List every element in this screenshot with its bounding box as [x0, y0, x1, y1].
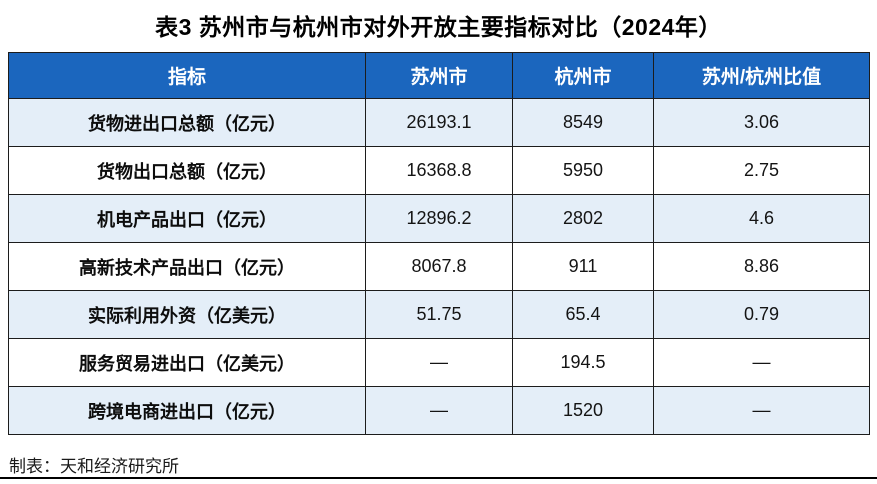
- cell-ratio: 2.75: [653, 146, 870, 195]
- cell-indicator: 机电产品出口（亿元）: [8, 194, 366, 243]
- cell-hangzhou: 65.4: [512, 290, 654, 339]
- bottom-rule: [0, 477, 877, 479]
- cell-suzhou: 8067.8: [365, 242, 513, 291]
- cell-ratio: —: [653, 338, 870, 387]
- cell-suzhou: 16368.8: [365, 146, 513, 195]
- cell-suzhou: 26193.1: [365, 98, 513, 147]
- cell-suzhou: —: [365, 386, 513, 435]
- column-header-indicator: 指标: [8, 52, 366, 99]
- table-body: 货物进出口总额（亿元） 26193.1 8549 3.06 货物出口总额（亿元）…: [8, 98, 870, 435]
- source-note: 制表：天和经济研究所: [9, 457, 179, 476]
- table-row: 服务贸易进出口（亿美元） — 194.5 —: [8, 338, 870, 387]
- column-header-suzhou: 苏州市: [365, 52, 513, 99]
- cell-ratio: 0.79: [653, 290, 870, 339]
- table-row: 机电产品出口（亿元） 12896.2 2802 4.6: [8, 194, 870, 243]
- table-row: 跨境电商进出口（亿元） — 1520 —: [8, 386, 870, 435]
- cell-hangzhou: 8549: [512, 98, 654, 147]
- cell-hangzhou: 5950: [512, 146, 654, 195]
- cell-suzhou: 51.75: [365, 290, 513, 339]
- cell-suzhou: 12896.2: [365, 194, 513, 243]
- cell-indicator: 实际利用外资（亿美元）: [8, 290, 366, 339]
- table-row: 货物出口总额（亿元） 16368.8 5950 2.75: [8, 146, 870, 195]
- cell-hangzhou: 2802: [512, 194, 654, 243]
- cell-hangzhou: 1520: [512, 386, 654, 435]
- table-row: 实际利用外资（亿美元） 51.75 65.4 0.79: [8, 290, 870, 339]
- table-row: 高新技术产品出口（亿元） 8067.8 911 8.86: [8, 242, 870, 291]
- cell-suzhou: —: [365, 338, 513, 387]
- cell-ratio: 8.86: [653, 242, 870, 291]
- table-header: 指标 苏州市 杭州市 苏州/杭州比值: [8, 52, 870, 99]
- cell-indicator: 货物进出口总额（亿元）: [8, 98, 366, 147]
- cell-hangzhou: 194.5: [512, 338, 654, 387]
- cell-indicator: 高新技术产品出口（亿元）: [8, 242, 366, 291]
- column-header-ratio: 苏州/杭州比值: [653, 52, 870, 99]
- cell-ratio: 4.6: [653, 194, 870, 243]
- table-title: 表3 苏州市与杭州市对外开放主要指标对比（2024年）: [155, 14, 722, 40]
- header-row: 指标 苏州市 杭州市 苏州/杭州比值: [8, 52, 870, 99]
- cell-hangzhou: 911: [512, 242, 654, 291]
- cell-indicator: 服务贸易进出口（亿美元）: [8, 338, 366, 387]
- cell-indicator: 跨境电商进出口（亿元）: [8, 386, 366, 435]
- cell-ratio: 3.06: [653, 98, 870, 147]
- comparison-table: 指标 苏州市 杭州市 苏州/杭州比值 货物进出口总额（亿元） 26193.1 8…: [8, 52, 870, 435]
- table-row: 货物进出口总额（亿元） 26193.1 8549 3.06: [8, 98, 870, 147]
- column-header-hangzhou: 杭州市: [512, 52, 654, 99]
- cell-ratio: —: [653, 386, 870, 435]
- cell-indicator: 货物出口总额（亿元）: [8, 146, 366, 195]
